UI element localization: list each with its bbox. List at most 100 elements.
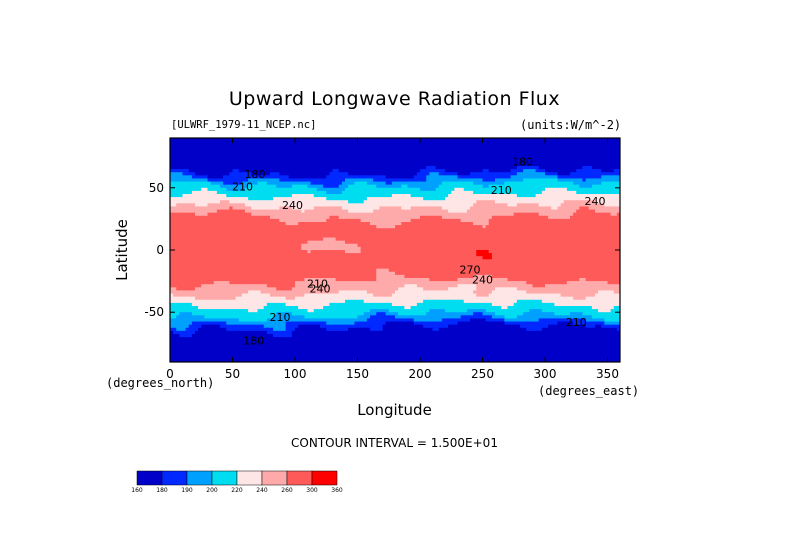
field-cell xyxy=(407,166,412,170)
field-cell xyxy=(370,153,374,158)
field-cell xyxy=(204,150,209,155)
field-cell xyxy=(260,153,265,158)
field-cell xyxy=(313,162,318,167)
field-cell xyxy=(251,172,255,176)
field-cell xyxy=(320,144,324,148)
field-cell xyxy=(410,156,415,161)
field-cell xyxy=(210,156,215,161)
field-cell xyxy=(273,144,277,148)
field-cell xyxy=(507,172,512,176)
field-cell xyxy=(266,156,271,161)
field-cell xyxy=(251,166,255,170)
field-cell xyxy=(376,162,380,167)
field-cell xyxy=(379,150,384,155)
field-cell xyxy=(510,172,515,176)
field-cell xyxy=(216,175,221,180)
field-cell xyxy=(354,153,359,158)
field-cell xyxy=(391,169,396,173)
field-cell xyxy=(198,147,202,152)
field-cell xyxy=(451,144,455,148)
field-cell xyxy=(582,159,587,164)
field-cell xyxy=(545,150,549,155)
field-cell xyxy=(354,166,359,170)
field-cell xyxy=(170,159,174,164)
field-cell xyxy=(413,138,418,142)
field-cell xyxy=(441,159,446,164)
field-cell xyxy=(538,162,543,167)
field-cell xyxy=(341,141,346,145)
field-cell xyxy=(370,150,374,155)
field-cell xyxy=(479,138,484,142)
field-cell xyxy=(191,162,196,167)
field-cell xyxy=(370,141,374,145)
field-cell xyxy=(473,175,477,180)
field-cell xyxy=(229,162,234,167)
field-cell xyxy=(473,162,477,167)
field-cell xyxy=(260,166,265,170)
field-cell xyxy=(482,156,487,161)
field-cell xyxy=(416,172,421,176)
field-cell xyxy=(423,153,427,158)
field-cell xyxy=(223,175,227,180)
field-cell xyxy=(510,138,515,142)
field-cell xyxy=(266,178,271,183)
field-cell xyxy=(463,138,468,142)
field-cell xyxy=(229,159,234,164)
field-cell xyxy=(226,153,230,158)
field-cell xyxy=(526,150,530,155)
field-cell xyxy=(182,150,187,155)
field-cell xyxy=(351,169,355,173)
field-cell xyxy=(326,178,330,183)
field-cell xyxy=(604,147,609,152)
field-cell xyxy=(557,172,562,176)
field-cell xyxy=(351,172,355,176)
field-cell xyxy=(507,138,512,142)
field-cell xyxy=(529,147,534,152)
field-cell xyxy=(601,166,605,170)
field-cell xyxy=(241,147,246,152)
field-cell xyxy=(598,153,602,158)
field-cell xyxy=(601,169,605,173)
field-cell xyxy=(198,150,202,155)
field-cell xyxy=(245,159,249,164)
field-cell xyxy=(401,144,405,148)
field-cell xyxy=(254,153,259,158)
field-cell xyxy=(566,156,571,161)
field-cell xyxy=(298,144,302,148)
field-cell xyxy=(316,172,321,176)
field-cell xyxy=(301,153,305,158)
field-cell xyxy=(182,159,187,164)
field-cell xyxy=(423,175,427,180)
field-cell xyxy=(373,138,377,142)
field-cell xyxy=(345,138,349,142)
field-cell xyxy=(532,159,537,164)
field-cell xyxy=(413,162,418,167)
field-cell xyxy=(363,169,368,173)
field-cell xyxy=(601,144,605,148)
field-cell xyxy=(241,156,246,161)
field-cell xyxy=(395,175,399,180)
field-cell xyxy=(495,144,499,148)
field-cell xyxy=(332,144,337,148)
field-cell xyxy=(426,150,430,155)
field-cell xyxy=(366,166,371,170)
field-cell xyxy=(595,138,599,142)
field-cell xyxy=(504,156,509,161)
field-cell xyxy=(251,147,255,152)
field-cell xyxy=(407,138,412,142)
field-cell xyxy=(448,150,452,155)
field-cell xyxy=(332,147,337,152)
field-cell xyxy=(332,178,337,183)
field-cell xyxy=(351,144,355,148)
field-cell xyxy=(429,166,434,170)
field-cell xyxy=(254,178,259,183)
field-cell xyxy=(382,159,387,164)
field-cell xyxy=(495,159,499,164)
field-cell xyxy=(288,166,293,170)
field-cell xyxy=(348,147,352,152)
field-cell xyxy=(385,144,390,148)
field-cell xyxy=(229,153,234,158)
field-cell xyxy=(273,169,277,173)
field-cell xyxy=(188,175,193,180)
field-cell xyxy=(516,169,521,173)
